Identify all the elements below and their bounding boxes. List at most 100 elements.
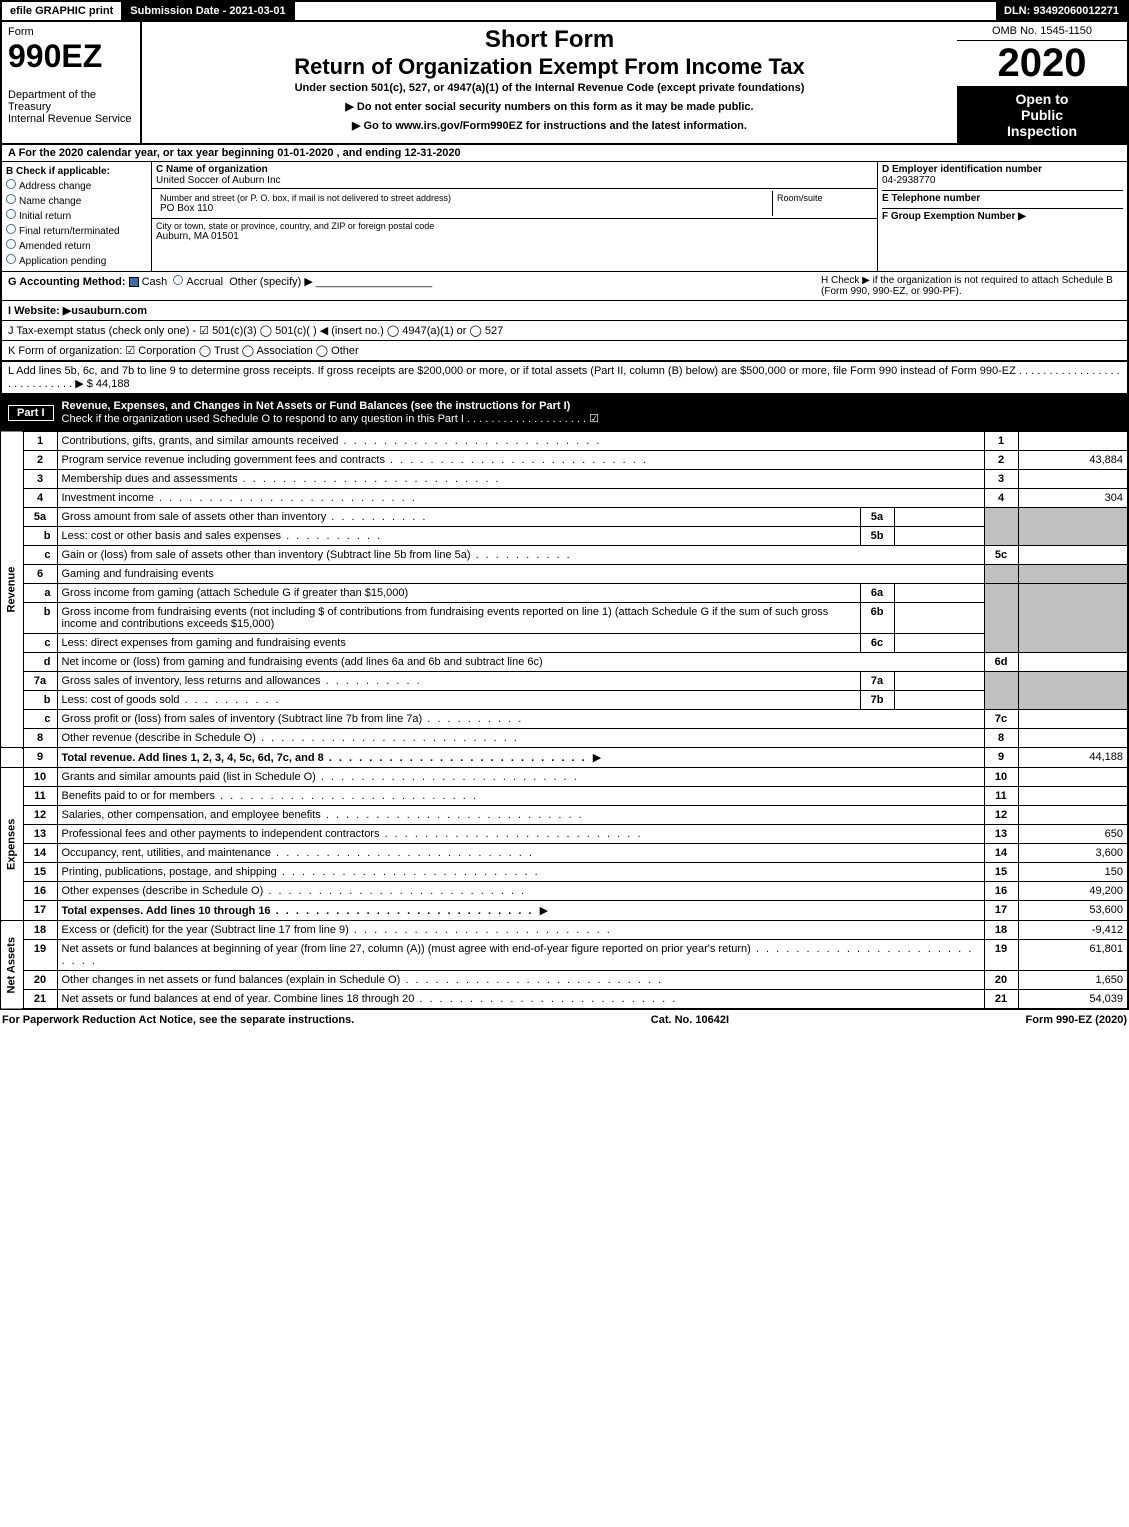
line6b-mini: 6b — [860, 603, 894, 634]
line19-box: 19 — [984, 940, 1018, 971]
city-row: City or town, state or province, country… — [152, 219, 877, 244]
chk-name-change[interactable]: Name change — [6, 194, 147, 207]
open-line3: Inspection — [961, 123, 1123, 139]
line3-val — [1018, 470, 1128, 489]
footer-left: For Paperwork Reduction Act Notice, see … — [2, 1014, 354, 1026]
website-instruction[interactable]: ▶ Go to www.irs.gov/Form990EZ for instru… — [146, 119, 953, 132]
open-line2: Public — [961, 107, 1123, 123]
line5a-mini: 5a — [860, 508, 894, 527]
tax-period: A For the 2020 calendar year, or tax yea… — [0, 145, 1129, 162]
line6b-minival — [894, 603, 984, 634]
line19-num: 19 — [23, 940, 57, 971]
line5a-desc: Gross amount from sale of assets other t… — [57, 508, 860, 527]
line18-val: -9,412 — [1018, 921, 1128, 940]
line6-num: 6 — [23, 565, 57, 584]
line5a-num: 5a — [23, 508, 57, 527]
line3-desc: Membership dues and assessments — [57, 470, 984, 489]
line9-val: 44,188 — [1018, 748, 1128, 768]
line10-desc: Grants and similar amounts paid (list in… — [57, 768, 984, 787]
line3-num: 3 — [23, 470, 57, 489]
line7ab-shade1 — [984, 672, 1018, 710]
line7a-mini: 7a — [860, 672, 894, 691]
line10-box: 10 — [984, 768, 1018, 787]
line20-num: 20 — [23, 971, 57, 990]
line5a-minival — [894, 508, 984, 527]
ein-value: 04-2938770 — [882, 175, 1123, 186]
line19-desc: Net assets or fund balances at beginning… — [57, 940, 984, 971]
line12-num: 12 — [23, 806, 57, 825]
line6c-num: c — [23, 634, 57, 653]
line2-box: 2 — [984, 451, 1018, 470]
line7b-desc: Less: cost of goods sold — [57, 691, 860, 710]
line18-box: 18 — [984, 921, 1018, 940]
line17-desc: Total expenses. Add lines 10 through 16 … — [57, 901, 984, 921]
line18-num: 18 — [23, 921, 57, 940]
l-gross-receipts-line: L Add lines 5b, 6c, and 7b to line 9 to … — [0, 362, 1129, 395]
line6a-desc: Gross income from gaming (attach Schedul… — [57, 584, 860, 603]
chk-accrual[interactable] — [173, 275, 183, 285]
chk-application-pending[interactable]: Application pending — [6, 254, 147, 267]
j-tax-exempt-line: J Tax-exempt status (check only one) - ☑… — [0, 321, 1129, 341]
line6c-mini: 6c — [860, 634, 894, 653]
line5c-val — [1018, 546, 1128, 565]
header-right: OMB No. 1545-1150 2020 Open to Public In… — [957, 22, 1127, 143]
line5c-box: 5c — [984, 546, 1018, 565]
page-footer: For Paperwork Reduction Act Notice, see … — [0, 1010, 1129, 1030]
line12-desc: Salaries, other compensation, and employ… — [57, 806, 984, 825]
form-word: Form — [8, 26, 134, 38]
line6abc-shade2 — [1018, 584, 1128, 653]
line1-val — [1018, 431, 1128, 451]
f-section: F Group Exemption Number ▶ — [882, 208, 1123, 222]
line17-num: 17 — [23, 901, 57, 921]
chk-amended-return[interactable]: Amended return — [6, 239, 147, 252]
line1-desc: Contributions, gifts, grants, and simila… — [57, 431, 984, 451]
line8-box: 8 — [984, 729, 1018, 748]
form-number: 990EZ — [8, 38, 134, 75]
footer-mid: Cat. No. 10642I — [651, 1014, 729, 1026]
line11-box: 11 — [984, 787, 1018, 806]
i-website[interactable]: I Website: ▶usauburn.com — [8, 305, 147, 317]
line20-box: 20 — [984, 971, 1018, 990]
line6c-minival — [894, 634, 984, 653]
line7a-num: 7a — [23, 672, 57, 691]
line10-val — [1018, 768, 1128, 787]
line6-shade2 — [1018, 565, 1128, 584]
line11-desc: Benefits paid to or for members — [57, 787, 984, 806]
line16-num: 16 — [23, 882, 57, 901]
i-website-line: I Website: ▶usauburn.com — [0, 301, 1129, 321]
dln-label: DLN: 93492060012271 — [996, 2, 1127, 20]
chk-final-return[interactable]: Final return/terminated — [6, 224, 147, 237]
line14-box: 14 — [984, 844, 1018, 863]
line7c-num: c — [23, 710, 57, 729]
line16-val: 49,200 — [1018, 882, 1128, 901]
line7c-box: 7c — [984, 710, 1018, 729]
line6d-box: 6d — [984, 653, 1018, 672]
line4-num: 4 — [23, 489, 57, 508]
d-label: D Employer identification number — [882, 164, 1123, 175]
line7ab-shade2 — [1018, 672, 1128, 710]
line15-val: 150 — [1018, 863, 1128, 882]
line16-desc: Other expenses (describe in Schedule O) — [57, 882, 984, 901]
line7b-minival — [894, 691, 984, 710]
room-label: Room/suite — [777, 193, 869, 203]
line5ab-shade1 — [984, 508, 1018, 546]
line9-box: 9 — [984, 748, 1018, 768]
line8-desc: Other revenue (describe in Schedule O) — [57, 729, 984, 748]
line6a-mini: 6a — [860, 584, 894, 603]
part1-title: Revenue, Expenses, and Changes in Net As… — [62, 400, 571, 412]
line6d-val — [1018, 653, 1128, 672]
line14-num: 14 — [23, 844, 57, 863]
line9-desc: Total revenue. Add lines 1, 2, 3, 4, 5c,… — [57, 748, 984, 768]
street-label: Number and street (or P. O. box, if mail… — [160, 193, 768, 203]
line18-desc: Excess or (deficit) for the year (Subtra… — [57, 921, 984, 940]
chk-initial-return[interactable]: Initial return — [6, 209, 147, 222]
chk-cash[interactable] — [129, 277, 139, 287]
efile-label[interactable]: efile GRAPHIC print — [2, 2, 122, 20]
part1-header: Part I Revenue, Expenses, and Changes in… — [0, 395, 1129, 430]
org-name: United Soccer of Auburn Inc — [156, 175, 873, 186]
line6b-desc: Gross income from fundraising events (no… — [57, 603, 860, 634]
line4-val: 304 — [1018, 489, 1128, 508]
chk-address-change[interactable]: Address change — [6, 179, 147, 192]
city-value: Auburn, MA 01501 — [156, 231, 873, 242]
line5ab-shade2 — [1018, 508, 1128, 546]
